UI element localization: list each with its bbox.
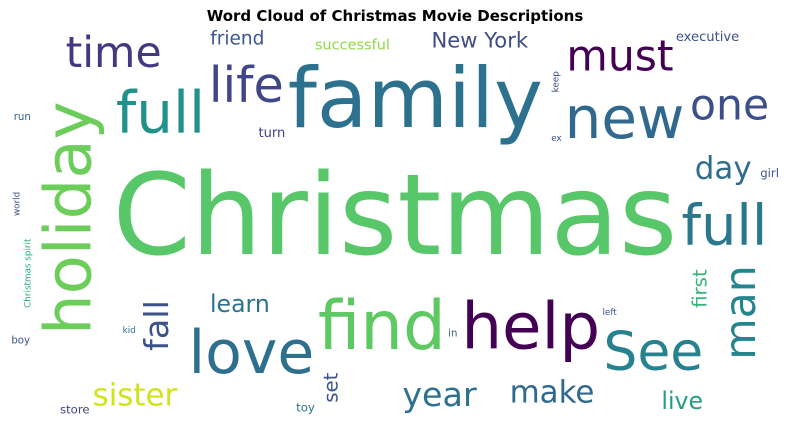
- word-love: love: [188, 318, 314, 388]
- word-toy: toy: [296, 400, 315, 414]
- word-kid: kid: [123, 326, 136, 336]
- word-in: in: [448, 329, 457, 340]
- word-store: store: [60, 402, 90, 416]
- word-executive: executive: [676, 30, 739, 45]
- word-year: year: [402, 375, 477, 414]
- word-run: run: [14, 112, 31, 123]
- word-cloud: Christmas family find help holiday love new ful…: [10, 28, 780, 418]
- word-holiday: holiday: [31, 101, 106, 335]
- word-live: live: [661, 387, 703, 415]
- word-new: new: [565, 84, 685, 152]
- word-family: family: [288, 50, 543, 147]
- word-day: day: [695, 151, 752, 187]
- word-learn: learn: [210, 290, 270, 318]
- word-friend: friend: [210, 29, 264, 50]
- word-time: time: [66, 29, 162, 78]
- word-ex: ex: [551, 134, 561, 144]
- word-successful: successful: [315, 38, 390, 54]
- word-must: must: [566, 32, 673, 81]
- word-girl: girl: [760, 166, 779, 180]
- word-find: find: [318, 286, 446, 365]
- word-full: full: [116, 79, 205, 147]
- chart-title: Word Cloud of Christmas Movie Descriptio…: [206, 7, 584, 25]
- word-man: man: [717, 265, 766, 359]
- word-help: help: [461, 289, 600, 364]
- word-one: one: [690, 81, 769, 130]
- word-see: See: [603, 320, 703, 383]
- word-keep: keep: [552, 71, 562, 93]
- word-world: world: [12, 192, 22, 216]
- word-sister: sister: [93, 377, 178, 413]
- word-christmas-spirit: Christmas spirit: [24, 238, 34, 308]
- word-fall: fall: [137, 300, 176, 351]
- word-left: left: [602, 308, 617, 318]
- word-make: make: [510, 374, 595, 410]
- word-set: set: [319, 372, 342, 402]
- word-first: first: [689, 269, 712, 308]
- word-boy: boy: [11, 335, 30, 346]
- word-turn: turn: [258, 126, 285, 141]
- word-full: full: [681, 194, 767, 259]
- word-christmas: Christmas: [113, 151, 678, 281]
- word-life: life: [209, 56, 284, 114]
- word-new-york: New York: [432, 28, 529, 53]
